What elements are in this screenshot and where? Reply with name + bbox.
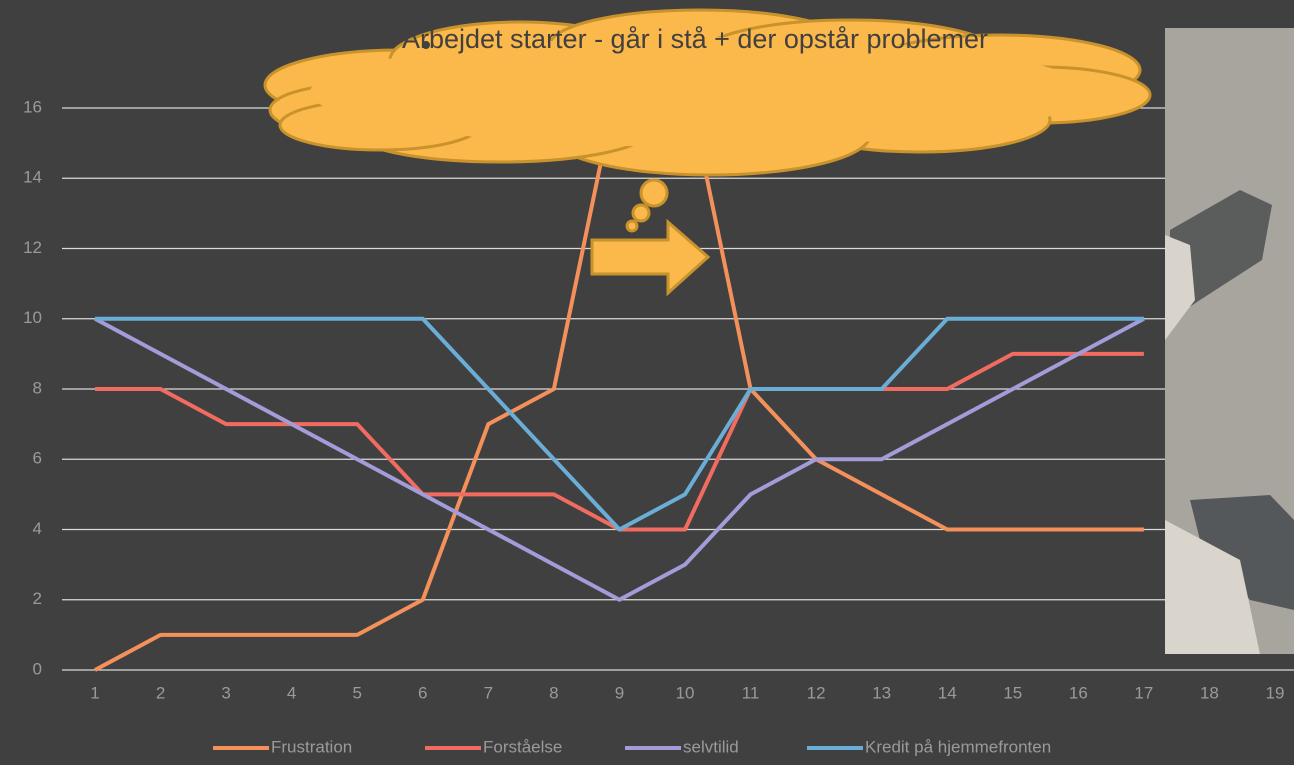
y-tick-label: 6 xyxy=(33,449,42,468)
x-tick-label: 16 xyxy=(1069,683,1088,702)
legend-label: Forståelse xyxy=(483,737,562,756)
cloud-core xyxy=(310,37,1090,147)
x-tick-label: 15 xyxy=(1003,683,1022,702)
thought-bubble xyxy=(625,219,639,233)
x-tick-label: 12 xyxy=(807,683,826,702)
series-line xyxy=(94,316,1145,602)
x-tick-label: 17 xyxy=(1134,683,1153,702)
y-tick-label: 12 xyxy=(23,238,42,257)
y-tick-label: 4 xyxy=(33,519,42,538)
legend-label: selvtilid xyxy=(683,737,739,756)
y-tick-label: 10 xyxy=(23,308,42,327)
cloud xyxy=(263,8,1152,233)
legend-label: Frustration xyxy=(271,737,352,756)
shoe xyxy=(1170,190,1272,320)
x-tick-label: 5 xyxy=(352,683,361,702)
x-tick-label: 4 xyxy=(287,683,296,702)
photo xyxy=(1165,28,1294,654)
trouser2 xyxy=(1165,520,1260,654)
thought-bubble xyxy=(631,203,651,223)
x-tick-label: 9 xyxy=(615,683,624,702)
series-line xyxy=(95,316,1144,532)
x-tick-label: 14 xyxy=(938,683,957,702)
y-tick-label: 14 xyxy=(23,168,42,187)
arrow xyxy=(590,218,711,297)
y-tick-label: 0 xyxy=(33,659,42,678)
x-tick-label: 2 xyxy=(156,683,165,702)
y-tick-label: 16 xyxy=(23,97,42,116)
y-tick-label: 2 xyxy=(33,589,42,608)
x-tick-label: 8 xyxy=(549,683,558,702)
x-tick-label: 18 xyxy=(1200,683,1219,702)
y-tick-label: 8 xyxy=(33,378,42,397)
x-tick-label: 3 xyxy=(221,683,230,702)
x-tick-label: 1 xyxy=(90,683,99,702)
x-tick-label: 6 xyxy=(418,683,427,702)
x-tick-label: 11 xyxy=(742,683,760,702)
callout-text: Arbejdet starter - går i stå + der opstå… xyxy=(401,24,988,54)
trouser xyxy=(1165,235,1195,340)
x-tick-label: 13 xyxy=(872,683,891,702)
legend-label: Kredit på hjemmefronten xyxy=(865,737,1051,756)
thought-bubble xyxy=(639,178,669,208)
x-tick-label: 10 xyxy=(676,683,695,702)
shoe2 xyxy=(1190,495,1294,610)
x-tick-label: 19 xyxy=(1266,683,1285,702)
x-tick-label: 7 xyxy=(484,683,493,702)
bullet xyxy=(422,41,430,49)
